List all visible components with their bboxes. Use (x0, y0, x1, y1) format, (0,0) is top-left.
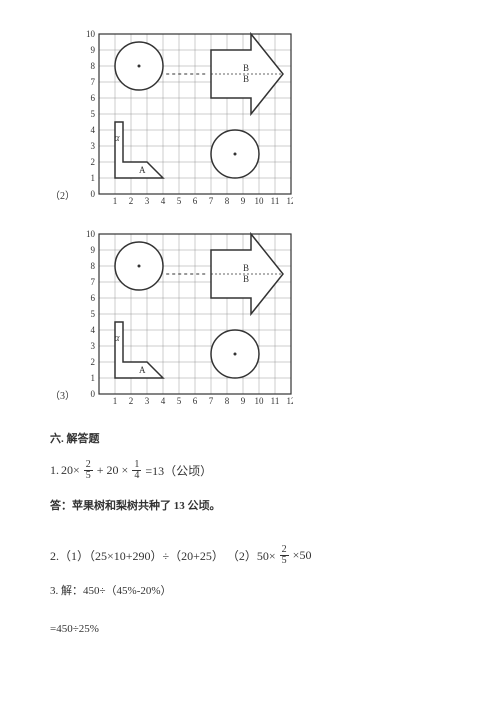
svg-text:B: B (243, 274, 249, 284)
q3-line-a: 3. 解：450÷（45%-20%） (50, 582, 450, 602)
svg-text:7: 7 (91, 77, 96, 87)
grid-figure-2: （2） 012345678910123456789101112BBAα (50, 30, 450, 210)
fraction-2-5b: 2 5 (280, 545, 289, 566)
svg-text:1: 1 (91, 173, 96, 183)
svg-text:5: 5 (91, 309, 96, 319)
svg-text:5: 5 (177, 396, 182, 406)
svg-text:4: 4 (161, 396, 166, 406)
svg-text:4: 4 (161, 196, 166, 206)
q1-eq2: + 20 × (97, 463, 129, 478)
svg-text:8: 8 (225, 196, 230, 206)
svg-text:6: 6 (91, 93, 96, 103)
q1-eq1: 20× (61, 463, 80, 478)
q3-line-b: =450÷25% (50, 620, 450, 640)
svg-text:5: 5 (91, 109, 96, 119)
svg-text:1: 1 (113, 396, 118, 406)
svg-text:A: A (139, 365, 146, 375)
q2-text: 2.（1）（25×10+290）÷（20+25） （2）50× (50, 547, 276, 564)
svg-text:α: α (114, 333, 120, 344)
svg-text:10: 10 (86, 230, 96, 239)
q2-tail: ×50 (293, 548, 312, 563)
fraction-1-4: 1 4 (132, 460, 141, 481)
svg-text:7: 7 (91, 277, 96, 287)
svg-text:7: 7 (209, 396, 214, 406)
q1-prefix: 1. (50, 463, 59, 478)
svg-text:11: 11 (271, 396, 280, 406)
svg-text:B: B (243, 63, 249, 73)
q1-eq3: =13（公顷） (145, 462, 212, 479)
svg-text:11: 11 (271, 196, 280, 206)
svg-text:10: 10 (255, 196, 265, 206)
svg-text:6: 6 (193, 196, 198, 206)
svg-text:12: 12 (287, 396, 294, 406)
svg-text:B: B (243, 74, 249, 84)
svg-text:6: 6 (193, 396, 198, 406)
item-label-3: （3） (50, 387, 75, 402)
svg-text:A: A (139, 165, 146, 175)
svg-text:12: 12 (287, 196, 294, 206)
q1-answer: 答：苹果树和梨树共种了 13 公顷。 (50, 497, 450, 517)
svg-text:1: 1 (113, 196, 118, 206)
grid-svg-3: 012345678910123456789101112BBAα (81, 230, 293, 410)
svg-text:α: α (114, 133, 120, 144)
svg-text:4: 4 (91, 125, 96, 135)
page-content: （2） 012345678910123456789101112BBAα （3） … (0, 0, 500, 677)
svg-text:10: 10 (86, 30, 96, 39)
svg-text:0: 0 (91, 189, 96, 199)
svg-text:10: 10 (255, 396, 265, 406)
svg-text:7: 7 (209, 196, 214, 206)
svg-text:8: 8 (91, 261, 96, 271)
svg-text:6: 6 (91, 293, 96, 303)
svg-text:3: 3 (91, 341, 96, 351)
item-label-2: （2） (50, 187, 75, 202)
grid-figure-3: （3） 012345678910123456789101112BBAα (50, 230, 450, 410)
svg-text:9: 9 (241, 396, 246, 406)
fraction-2-5: 2 5 (84, 460, 93, 481)
q2-line: 2.（1）（25×10+290）÷（20+25） （2）50× 2 5 ×50 (50, 545, 450, 566)
svg-text:9: 9 (91, 245, 96, 255)
svg-text:2: 2 (129, 196, 134, 206)
svg-text:3: 3 (145, 396, 150, 406)
svg-text:1: 1 (91, 373, 96, 383)
svg-text:3: 3 (145, 196, 150, 206)
svg-text:5: 5 (177, 196, 182, 206)
svg-text:2: 2 (91, 157, 96, 167)
svg-text:2: 2 (91, 357, 96, 367)
svg-text:8: 8 (225, 396, 230, 406)
svg-text:3: 3 (91, 141, 96, 151)
svg-text:2: 2 (129, 396, 134, 406)
svg-text:4: 4 (91, 325, 96, 335)
grid-svg-2: 012345678910123456789101112BBAα (81, 30, 293, 210)
svg-text:0: 0 (91, 389, 96, 399)
svg-text:9: 9 (241, 196, 246, 206)
svg-text:8: 8 (91, 61, 96, 71)
svg-text:9: 9 (91, 45, 96, 55)
svg-text:B: B (243, 263, 249, 273)
q1-formula: 1. 20× 2 5 + 20 × 1 4 =13（公顷） (50, 460, 450, 481)
section-6-title: 六. 解答题 (50, 430, 450, 446)
